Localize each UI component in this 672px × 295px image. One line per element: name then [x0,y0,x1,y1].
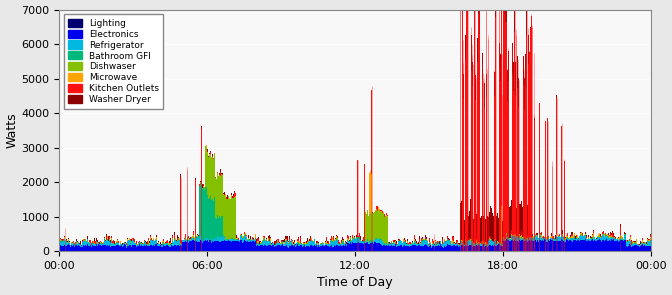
Legend: Lighting, Electronics, Refrigerator, Bathroom GFI, Dishwaser, Microwave, Kitchen: Lighting, Electronics, Refrigerator, Bat… [64,14,163,109]
X-axis label: Time of Day: Time of Day [317,276,392,289]
Y-axis label: Watts: Watts [5,113,19,148]
